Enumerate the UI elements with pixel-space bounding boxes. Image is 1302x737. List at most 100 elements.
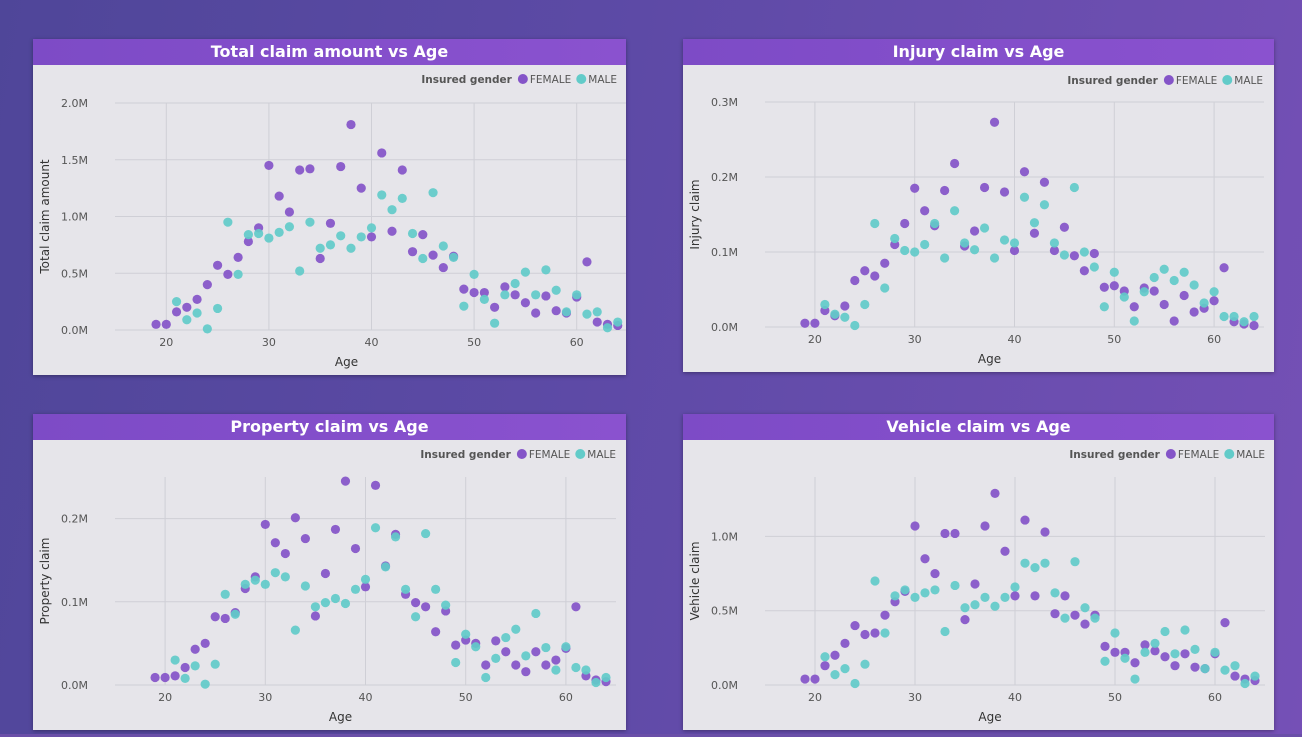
- female-data-point[interactable]: [1130, 658, 1140, 668]
- male-data-point[interactable]: [1059, 250, 1069, 260]
- male-data-point[interactable]: [870, 218, 880, 229]
- male-data-point[interactable]: [1179, 267, 1189, 277]
- male-data-point[interactable]: [192, 308, 202, 318]
- female-data-point[interactable]: [274, 191, 284, 201]
- male-data-point[interactable]: [340, 598, 351, 609]
- male-data-point[interactable]: [960, 603, 970, 613]
- male-data-point[interactable]: [254, 228, 264, 239]
- male-data-point[interactable]: [820, 299, 830, 310]
- female-data-point[interactable]: [407, 247, 418, 257]
- female-data-point[interactable]: [830, 650, 840, 660]
- male-data-point[interactable]: [1170, 649, 1180, 659]
- male-data-point[interactable]: [572, 290, 582, 300]
- female-data-point[interactable]: [387, 226, 397, 236]
- male-data-point[interactable]: [551, 285, 561, 295]
- female-data-point[interactable]: [431, 627, 441, 637]
- female-data-point[interactable]: [920, 554, 930, 564]
- male-data-point[interactable]: [390, 532, 401, 542]
- female-data-point[interactable]: [950, 528, 960, 539]
- female-data-point[interactable]: [1069, 251, 1079, 261]
- female-data-point[interactable]: [171, 307, 182, 317]
- female-data-point[interactable]: [295, 165, 305, 175]
- female-data-point[interactable]: [325, 218, 336, 228]
- female-data-point[interactable]: [800, 674, 810, 684]
- male-data-point[interactable]: [900, 585, 910, 595]
- male-data-point[interactable]: [210, 659, 220, 669]
- male-data-point[interactable]: [970, 600, 980, 610]
- male-data-point[interactable]: [370, 523, 381, 533]
- male-data-point[interactable]: [250, 575, 260, 585]
- male-data-point[interactable]: [469, 269, 479, 279]
- female-data-point[interactable]: [1049, 245, 1060, 256]
- male-data-point[interactable]: [387, 205, 397, 215]
- female-data-point[interactable]: [582, 257, 592, 267]
- female-data-point[interactable]: [1109, 281, 1119, 291]
- female-data-point[interactable]: [310, 611, 320, 621]
- male-data-point[interactable]: [541, 265, 551, 275]
- male-data-point[interactable]: [1010, 582, 1020, 592]
- female-data-point[interactable]: [481, 660, 491, 670]
- female-data-point[interactable]: [284, 207, 295, 217]
- male-data-point[interactable]: [1039, 200, 1050, 210]
- male-data-point[interactable]: [531, 290, 541, 300]
- female-data-point[interactable]: [356, 183, 366, 193]
- female-data-point[interactable]: [510, 290, 520, 300]
- female-data-point[interactable]: [190, 644, 200, 654]
- female-data-point[interactable]: [1150, 646, 1160, 656]
- female-data-point[interactable]: [980, 521, 990, 531]
- male-data-point[interactable]: [431, 584, 441, 594]
- female-data-point[interactable]: [880, 610, 890, 620]
- male-data-point[interactable]: [310, 602, 320, 612]
- male-data-point[interactable]: [1150, 638, 1160, 648]
- male-data-point[interactable]: [969, 245, 980, 255]
- male-data-point[interactable]: [451, 657, 461, 668]
- female-data-point[interactable]: [220, 613, 230, 624]
- male-data-point[interactable]: [1200, 664, 1210, 674]
- male-data-point[interactable]: [1030, 563, 1040, 573]
- male-data-point[interactable]: [170, 655, 180, 665]
- female-data-point[interactable]: [551, 655, 561, 665]
- female-data-point[interactable]: [1010, 591, 1020, 601]
- female-data-point[interactable]: [1089, 248, 1099, 259]
- female-data-point[interactable]: [1159, 299, 1169, 310]
- male-data-point[interactable]: [950, 206, 960, 216]
- female-data-point[interactable]: [346, 119, 356, 130]
- male-data-point[interactable]: [521, 651, 531, 661]
- male-data-point[interactable]: [441, 600, 451, 610]
- male-data-point[interactable]: [418, 253, 428, 264]
- female-data-point[interactable]: [960, 615, 970, 625]
- female-data-point[interactable]: [511, 660, 521, 670]
- female-data-point[interactable]: [920, 206, 930, 216]
- female-data-point[interactable]: [340, 476, 351, 486]
- male-data-point[interactable]: [202, 324, 212, 334]
- female-data-point[interactable]: [202, 280, 212, 290]
- male-data-point[interactable]: [1250, 671, 1260, 681]
- male-data-point[interactable]: [979, 223, 990, 233]
- male-data-point[interactable]: [999, 235, 1010, 245]
- female-data-point[interactable]: [520, 298, 530, 308]
- male-data-point[interactable]: [350, 584, 361, 594]
- female-data-point[interactable]: [500, 282, 510, 292]
- male-data-point[interactable]: [1140, 647, 1150, 657]
- male-data-point[interactable]: [541, 642, 551, 653]
- male-data-point[interactable]: [320, 598, 331, 608]
- male-data-point[interactable]: [240, 579, 250, 589]
- female-data-point[interactable]: [360, 582, 371, 592]
- female-data-point[interactable]: [870, 271, 880, 281]
- female-data-point[interactable]: [1110, 647, 1120, 657]
- female-data-point[interactable]: [264, 160, 274, 171]
- female-data-point[interactable]: [151, 319, 161, 329]
- female-data-point[interactable]: [989, 117, 1000, 127]
- female-data-point[interactable]: [182, 302, 192, 312]
- male-data-point[interactable]: [1160, 626, 1170, 637]
- male-data-point[interactable]: [305, 217, 315, 227]
- female-data-point[interactable]: [210, 612, 220, 622]
- female-data-point[interactable]: [990, 488, 1000, 498]
- male-data-point[interactable]: [448, 252, 459, 262]
- male-data-point[interactable]: [270, 568, 280, 578]
- male-data-point[interactable]: [479, 294, 489, 304]
- male-data-point[interactable]: [960, 238, 970, 248]
- female-data-point[interactable]: [270, 538, 280, 548]
- male-data-point[interactable]: [1109, 267, 1119, 277]
- male-data-point[interactable]: [459, 301, 469, 311]
